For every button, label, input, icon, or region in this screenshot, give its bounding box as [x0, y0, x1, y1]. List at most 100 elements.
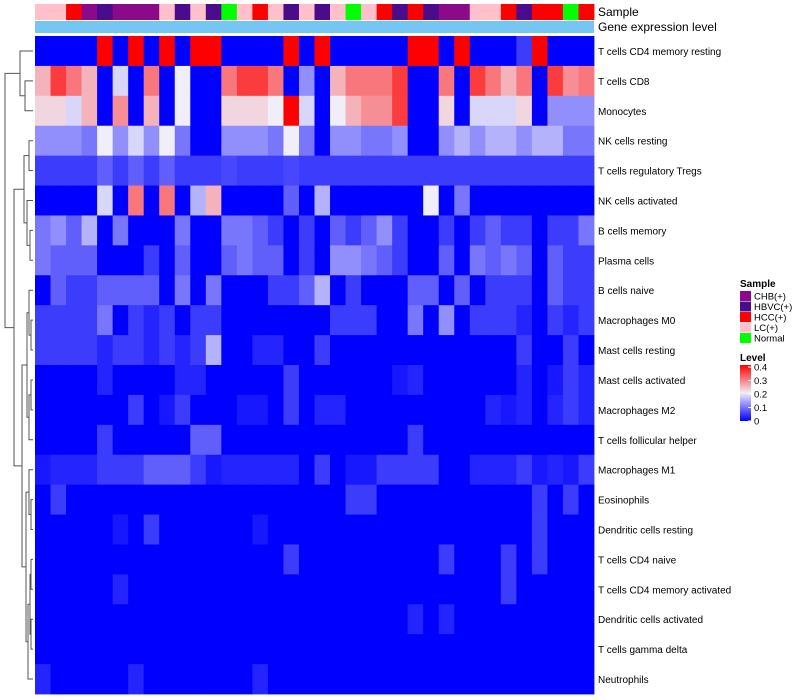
heatmap-cell — [221, 335, 238, 366]
heatmap-cell — [112, 215, 129, 246]
heatmap-cell — [205, 185, 222, 216]
heatmap-cell — [423, 215, 440, 246]
heatmap-cell — [438, 454, 455, 486]
heatmap-cell — [97, 335, 114, 366]
heatmap-cell — [423, 245, 440, 276]
heatmap-cell — [330, 275, 346, 306]
heatmap-cell — [143, 424, 160, 456]
heatmap-cell — [578, 574, 595, 605]
heatmap-cell — [454, 65, 471, 97]
legend-label: HBVC(+) — [754, 302, 792, 313]
heatmap-cell — [81, 574, 98, 605]
heatmap-cell — [35, 155, 51, 186]
heatmap-cell — [562, 95, 579, 127]
heatmap-cell — [454, 454, 471, 486]
heatmap-cell — [361, 185, 378, 216]
heatmap-cell — [547, 215, 564, 246]
heatmap-cell — [159, 95, 176, 127]
heatmap-cell — [438, 424, 455, 456]
heatmap-cell — [438, 544, 455, 575]
heatmap-cell — [267, 335, 284, 366]
heatmap-cell — [345, 65, 362, 97]
heatmap-cell — [221, 36, 238, 67]
heatmap-cell — [376, 245, 393, 276]
heatmap-cell — [516, 394, 533, 426]
heatmap-cell — [97, 95, 114, 127]
heatmap-cell — [469, 394, 486, 426]
heatmap-cell — [252, 424, 269, 456]
heatmap-cell — [454, 424, 471, 456]
row-label: T cells CD4 memory activated — [598, 585, 731, 596]
heatmap-cell — [174, 634, 191, 665]
heatmap-cell — [485, 36, 502, 67]
heatmap-cell — [547, 664, 564, 695]
heatmap-cell — [221, 424, 238, 456]
heatmap-cell — [283, 155, 300, 186]
heatmap-cell — [205, 424, 222, 456]
dendrogram-branch — [30, 499, 33, 530]
heatmap-cell — [174, 335, 191, 366]
heatmap-cell — [35, 125, 51, 157]
heatmap-cell — [531, 185, 548, 216]
heatmap-cell — [485, 664, 502, 695]
heatmap-cell — [190, 544, 207, 575]
heatmap-cell — [97, 634, 114, 665]
heatmap-cell — [112, 36, 129, 67]
heatmap-cell — [252, 604, 269, 635]
heatmap-cell — [143, 394, 160, 426]
heatmap-cell — [562, 634, 579, 665]
heatmap-cell — [221, 185, 238, 216]
heatmap-cell — [438, 305, 455, 336]
heatmap-cell — [376, 215, 393, 246]
heatmap-cell — [143, 95, 160, 127]
heatmap-cell — [578, 65, 595, 97]
heatmap-cell — [578, 185, 595, 216]
heatmap-cell — [469, 95, 486, 127]
heatmap-cell — [454, 95, 471, 127]
heatmap-cell — [438, 95, 455, 127]
heatmap-cell — [531, 305, 548, 336]
heatmap-cell — [50, 36, 67, 67]
heatmap-cell — [485, 574, 502, 605]
heatmap-cell — [376, 155, 393, 186]
heatmap-cell — [143, 305, 160, 336]
heatmap-cell — [423, 36, 440, 67]
heatmap-cell — [50, 424, 67, 456]
heatmap-cell — [469, 514, 486, 545]
legend-label: HCC(+) — [754, 313, 786, 324]
heatmap-cell — [221, 65, 238, 97]
heatmap-cell — [159, 305, 176, 336]
heatmap-cell — [298, 454, 315, 486]
heatmap-cell — [66, 185, 82, 216]
heatmap-cell — [531, 484, 548, 515]
sample-cell — [407, 4, 424, 20]
sample-cell — [35, 4, 51, 20]
heatmap-cell — [174, 664, 191, 695]
heatmap-cell — [205, 664, 222, 695]
heatmap-cell — [221, 275, 238, 306]
heatmap-cell — [128, 215, 145, 246]
heatmap-cell — [283, 65, 300, 97]
heatmap-cell — [314, 245, 331, 276]
heatmap-cell — [361, 155, 378, 186]
heatmap-cell — [454, 664, 471, 695]
heatmap-cell — [205, 65, 222, 97]
heatmap-cell — [221, 574, 238, 605]
heatmap-cell — [205, 454, 222, 486]
heatmap-cell — [454, 275, 471, 306]
heatmap-cell — [531, 215, 548, 246]
heatmap-cell — [128, 365, 145, 396]
heatmap-cell — [469, 604, 486, 635]
heatmap-cell — [531, 155, 548, 186]
sample-cell — [469, 4, 486, 20]
heatmap-cell — [81, 365, 98, 396]
heatmap-cell — [50, 454, 67, 486]
heatmap-cell — [500, 514, 517, 545]
heatmap-cell — [143, 275, 160, 306]
heatmap-cell — [376, 544, 393, 575]
sample-cell — [392, 4, 409, 20]
sample-cell — [578, 4, 595, 20]
heatmap-cell — [361, 664, 378, 695]
heatmap-cell — [345, 604, 362, 635]
heatmap-cell — [485, 365, 502, 396]
